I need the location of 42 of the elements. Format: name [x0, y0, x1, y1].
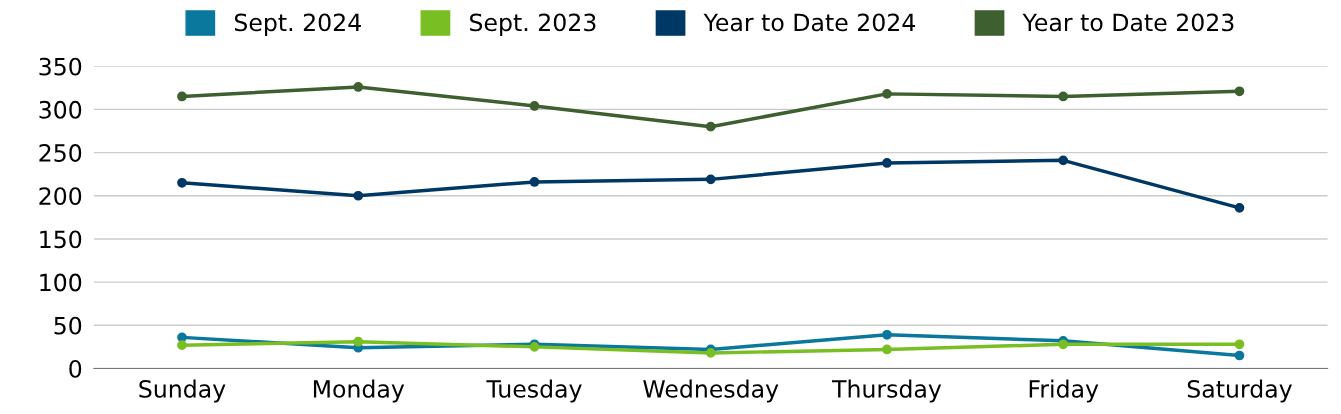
y-tick-label: 300 — [39, 100, 82, 119]
y-tick-label: 250 — [39, 144, 82, 162]
x-tick-label: Wednesday — [643, 379, 779, 403]
point — [1058, 155, 1069, 166]
point — [177, 340, 187, 351]
x-tick-label: Monday — [313, 379, 405, 403]
legend-label: Year to Date 2024 — [703, 13, 916, 32]
legend-label: Year to Date 2023 — [1022, 13, 1234, 32]
point — [882, 329, 892, 340]
point — [1234, 86, 1245, 97]
x-tick-label: Sunday — [139, 379, 226, 403]
x-tick-label: Thursday — [832, 379, 942, 403]
x-tick-label: Saturday — [1187, 379, 1292, 403]
point — [705, 348, 716, 358]
point — [882, 89, 892, 99]
y-tick-label: 50 — [54, 316, 82, 335]
legend-label: Sept. 2023 — [470, 13, 596, 36]
point — [882, 158, 892, 168]
point — [1234, 202, 1245, 213]
point — [177, 91, 187, 102]
point — [705, 121, 716, 132]
y-tick-label: 0 — [69, 359, 82, 378]
legend-label: Sept. 2024 — [234, 13, 361, 36]
point — [177, 177, 187, 188]
point — [882, 344, 892, 355]
x-tick-label: Friday — [1029, 379, 1099, 403]
point — [1234, 339, 1245, 350]
point — [705, 174, 716, 185]
point — [177, 332, 187, 343]
y-tick-label: 150 — [40, 230, 82, 249]
y-tick-label: 350 — [39, 57, 82, 76]
x-tick-label: Tuesday — [486, 379, 582, 403]
point — [529, 101, 540, 111]
point — [529, 177, 540, 187]
point — [353, 190, 364, 201]
point — [1234, 350, 1245, 361]
point — [353, 336, 364, 347]
y-tick-label: 200 — [39, 187, 82, 206]
point — [353, 82, 364, 92]
point — [1058, 91, 1069, 102]
point — [1058, 339, 1069, 350]
y-tick-label: 100 — [40, 273, 82, 292]
